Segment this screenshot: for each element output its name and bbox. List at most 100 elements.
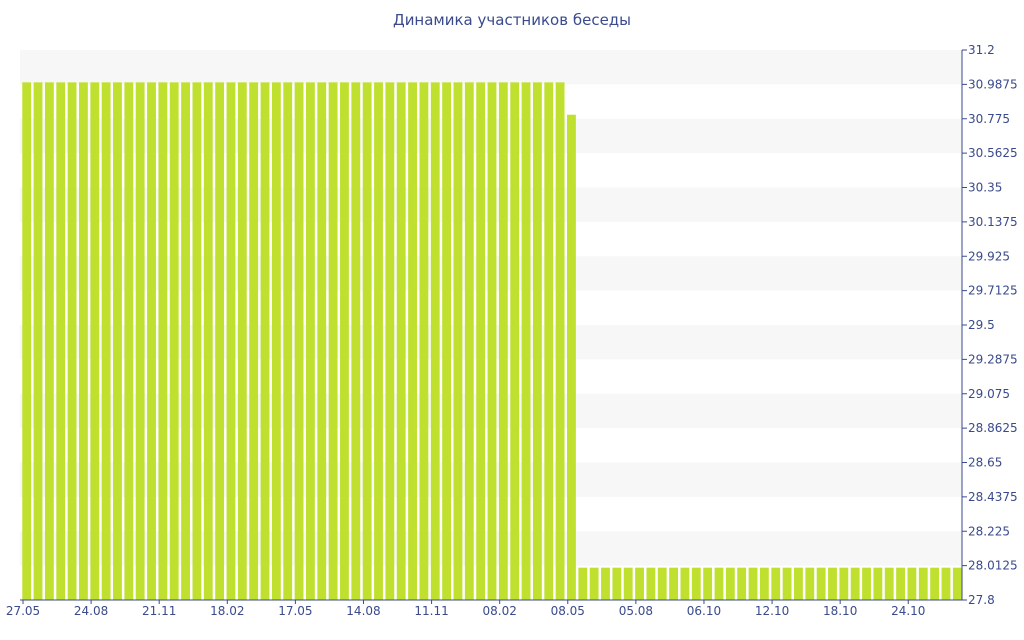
bar [635,567,644,600]
bar [305,82,315,601]
y-tick-label: 28.0125 [968,559,1018,573]
x-tick-label: 18.10 [823,604,857,618]
bar [340,82,349,601]
bar [101,82,111,601]
bar [941,567,951,600]
y-tick-label: 30.9875 [968,77,1018,91]
bar [521,82,531,601]
bar [873,567,883,600]
bar [487,82,497,601]
x-tick-label: 21.11 [142,604,176,618]
bar [737,567,747,600]
bar [67,82,77,601]
bar [237,82,247,601]
y-tick-label: 30.1375 [968,215,1018,229]
bar [476,82,486,601]
bar [408,82,417,601]
chart-title: Динамика участников беседы [392,11,632,29]
y-tick-label: 27.8 [968,593,995,607]
bar [680,567,690,600]
bar [56,82,66,601]
bar [147,82,156,601]
y-tick-label: 29.925 [968,249,1010,263]
y-tick-label: 30.35 [968,181,1002,195]
y-tick-label: 28.8625 [968,421,1018,435]
bar [555,82,565,601]
bar [725,567,735,600]
y-axis-ticks: 31.2 30.9875 30.775 30.5625 30.35 30.1375 29.9… [962,43,1018,607]
bar [669,567,679,600]
bar [850,567,860,600]
bar [498,82,508,601]
bar [828,567,837,600]
bar [33,82,43,601]
bar [578,567,588,600]
bar [203,82,213,601]
bar [442,82,452,601]
bar [691,567,701,600]
x-tick-label: 18.02 [210,604,244,618]
bar [544,82,554,601]
bar [374,82,383,601]
bar [113,82,122,601]
y-tick-label: 29.5 [968,318,995,332]
bar [249,82,259,601]
bar [839,567,849,600]
bar [714,567,724,600]
x-tick-label: 11.11 [414,604,448,618]
y-tick-label: 28.4375 [968,490,1018,504]
bar [215,82,225,601]
bar [317,82,327,601]
bar [896,567,905,600]
x-axis-ticks: 27.05 24.08 21.11 18.02 17.05 14.08 11.11 08.02… [6,600,925,618]
bar [419,82,429,601]
bar [396,82,406,601]
bar [567,114,576,601]
bar [510,82,520,601]
bar [589,567,599,600]
bar [124,82,134,601]
bar [930,567,940,600]
x-tick-label: 24.08 [74,604,108,618]
bar [158,82,168,601]
bar [351,82,361,601]
y-tick-label: 31.2 [968,43,995,57]
bar [79,82,88,601]
bar [532,82,542,601]
bar [430,82,440,601]
bar [759,567,769,600]
bar [226,82,236,601]
bar [169,82,179,601]
x-tick-label: 08.02 [482,604,516,618]
bar [816,567,826,600]
bar [283,82,293,601]
bar [294,82,304,601]
bar [703,567,713,600]
x-tick-label: 06.10 [687,604,721,618]
bar [464,82,474,601]
bar [44,82,54,601]
bar [362,82,372,601]
bar [612,567,622,600]
bar [181,82,190,601]
bar [771,567,781,600]
bar [135,82,145,601]
bar [952,567,962,600]
y-tick-label: 29.2875 [968,352,1018,366]
bar [907,567,917,600]
bar [646,567,656,600]
bar [918,567,928,600]
x-tick-label: 14.08 [346,604,380,618]
bar [805,567,815,600]
bar [862,567,871,600]
y-tick-label: 29.7125 [968,284,1018,298]
y-tick-label: 29.075 [968,387,1010,401]
x-tick-label: 27.05 [6,604,40,618]
bar [794,567,803,600]
bar [90,82,100,601]
x-tick-label: 17.05 [278,604,312,618]
grid-band [20,50,962,85]
y-tick-label: 28.225 [968,524,1010,538]
